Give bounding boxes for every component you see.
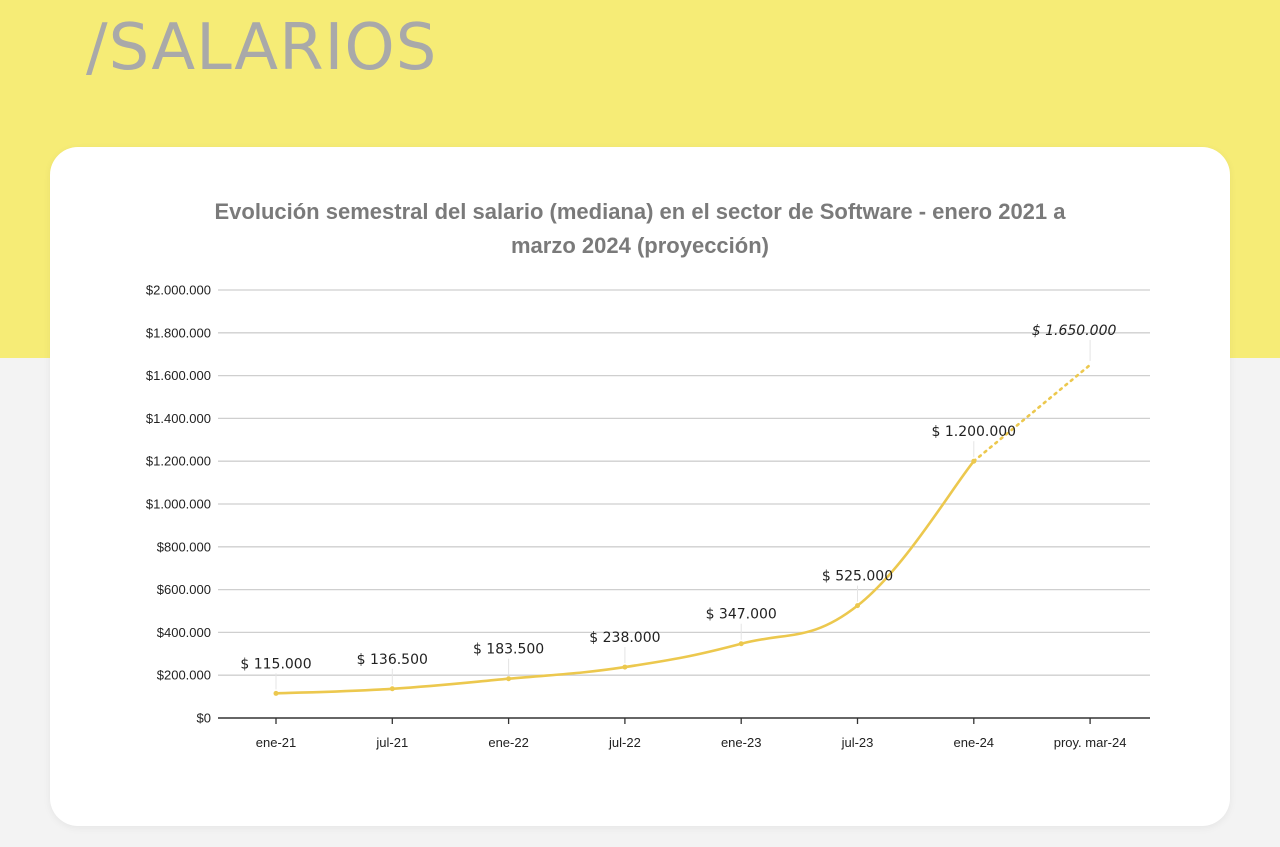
y-tick-label: $1.600.000 xyxy=(146,368,211,383)
data-label: $ 183.500 xyxy=(473,642,544,658)
data-point xyxy=(273,690,279,696)
y-tick-label: $600.000 xyxy=(157,582,211,597)
x-tick-label: proy. mar-24 xyxy=(1054,735,1127,750)
x-tick-label: ene-22 xyxy=(488,735,528,750)
data-point xyxy=(971,458,977,464)
data-point xyxy=(622,664,628,670)
x-tick-label: ene-21 xyxy=(256,735,296,750)
data-label: $ 347.000 xyxy=(706,607,777,623)
y-tick-label: $200.000 xyxy=(157,668,211,683)
data-point xyxy=(855,603,860,609)
chart-title: Evolución semestral del salario (mediana… xyxy=(50,195,1230,263)
y-tick-label: $1.800.000 xyxy=(146,325,211,340)
data-label: $ 115.000 xyxy=(240,656,311,672)
data-point xyxy=(506,676,512,682)
y-tick-label: $2.000.000 xyxy=(146,283,211,298)
data-label: $ 525.000 xyxy=(822,569,893,585)
chart-title-line-1: Evolución semestral del salario (mediana… xyxy=(214,199,1066,224)
data-point xyxy=(389,686,395,692)
y-tick-label: $1.400.000 xyxy=(146,411,211,426)
x-tick-label: ene-24 xyxy=(954,735,994,750)
x-tick-label: ene-23 xyxy=(721,735,761,750)
projection-line xyxy=(972,363,1092,463)
y-tick-label: $0 xyxy=(197,711,211,726)
x-tick-label: jul-23 xyxy=(841,735,874,750)
y-tick-label: $400.000 xyxy=(157,625,211,640)
data-label: $ 1.650.000 xyxy=(1032,323,1117,339)
data-point xyxy=(738,641,744,647)
y-tick-label: $1.200.000 xyxy=(146,454,211,469)
x-tick-label: jul-21 xyxy=(375,735,408,750)
section-title: /SALARIOS xyxy=(86,11,438,85)
y-tick-label: $800.000 xyxy=(157,539,211,554)
chart-title-line-2: marzo 2024 (proyección) xyxy=(511,233,769,258)
chart-card xyxy=(50,147,1230,826)
data-label: $ 1.200.000 xyxy=(931,424,1016,440)
x-tick-label: jul-22 xyxy=(608,735,641,750)
data-label: $ 136.500 xyxy=(357,652,428,668)
data-label: $ 238.000 xyxy=(589,630,660,646)
y-tick-label: $1.000.000 xyxy=(146,497,211,512)
